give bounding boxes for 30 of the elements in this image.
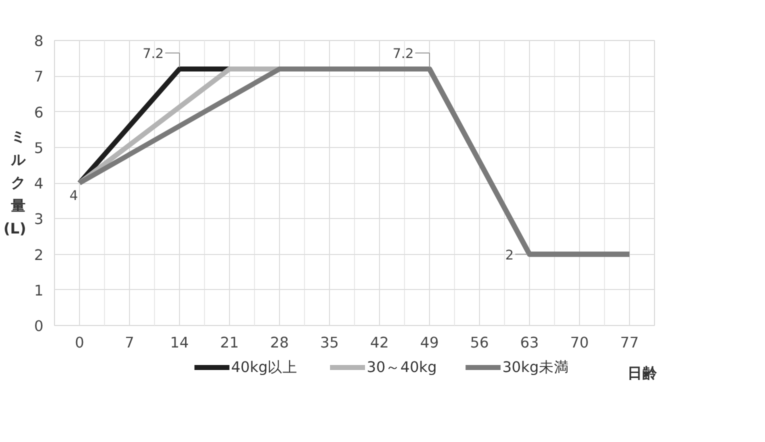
x-tick-label: 42 <box>370 334 389 352</box>
annotation: 2 <box>505 248 514 264</box>
x-tick-label: 21 <box>220 334 239 352</box>
annotation: 7.2 <box>142 46 164 62</box>
x-axis-title: 日齢 <box>627 365 658 382</box>
legend-label: 30～40kg <box>366 359 437 376</box>
y-tick-label: 0 <box>34 318 44 335</box>
y-axis-title: ミルク量(L) <box>3 128 28 238</box>
y-tick-label: 5 <box>34 140 44 157</box>
x-tick-label: 49 <box>420 334 439 352</box>
x-tick-label: 0 <box>74 334 84 352</box>
y-tick-label: 2 <box>34 246 44 264</box>
legend-label: 40kg以上 <box>231 359 298 376</box>
x-tick-label: 77 <box>620 334 639 352</box>
x-tick-label: 56 <box>470 334 489 352</box>
y-tick-label: 1 <box>34 282 44 300</box>
x-tick-label: 14 <box>170 334 189 352</box>
y-tick-label: 6 <box>34 104 44 122</box>
x-tick-label: 70 <box>570 334 589 352</box>
legend-label: 30kg未満 <box>502 359 569 376</box>
x-tick-label: 63 <box>520 334 539 352</box>
y-tick-label: 7 <box>34 68 44 86</box>
annotation: 4 <box>70 189 78 204</box>
y-tick-label: 4 <box>34 176 44 192</box>
x-tick-label: 7 <box>124 334 134 352</box>
y-tick-label: 3 <box>34 211 44 228</box>
x-tick-label: 35 <box>320 334 339 352</box>
annotation: 7.2 <box>392 46 414 62</box>
y-tick-label: 8 <box>34 33 44 50</box>
x-tick-label: 28 <box>270 334 289 352</box>
